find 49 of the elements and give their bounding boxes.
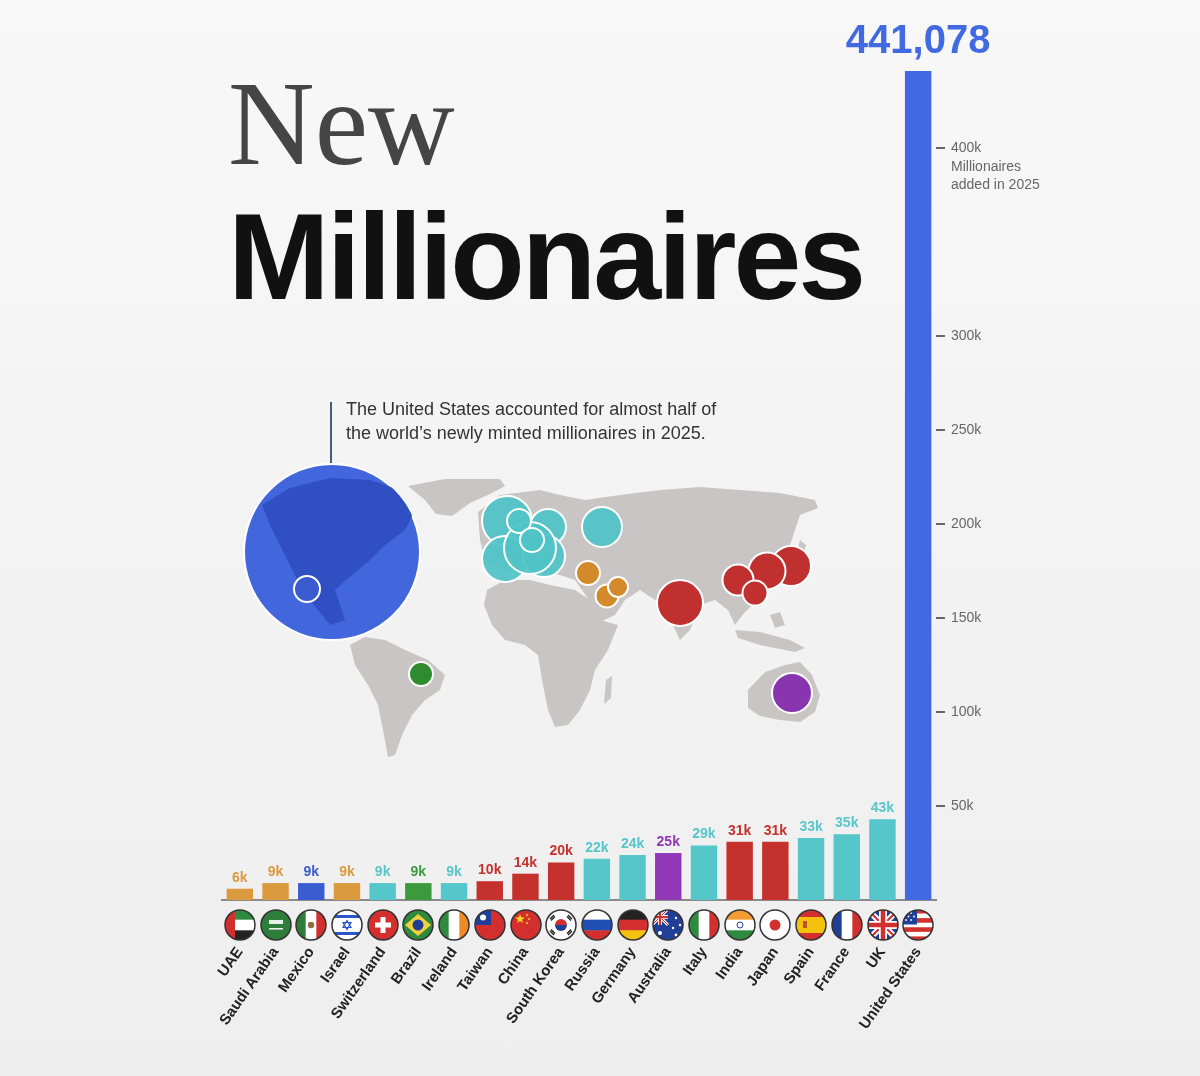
bar	[262, 883, 289, 900]
y-tick-label: 150k	[951, 608, 983, 625]
data-label: 31k	[763, 821, 788, 838]
bar	[869, 819, 896, 900]
data-label: 35k	[835, 814, 859, 831]
data-label: 25k	[656, 833, 681, 850]
bar	[298, 883, 325, 900]
bar	[583, 858, 611, 900]
data-label: 33k	[799, 817, 823, 834]
data-label: 9k	[374, 863, 391, 880]
y-tick-label: 300k	[951, 327, 983, 344]
bar	[440, 883, 468, 900]
data-label: 31k	[727, 821, 752, 838]
bar	[333, 883, 361, 900]
y-tick-label: 50k	[951, 796, 975, 813]
data-label: 10k	[478, 861, 502, 878]
bar	[833, 834, 860, 900]
data-label: 9k	[267, 863, 284, 880]
bar	[904, 71, 932, 900]
data-label: 9k	[303, 863, 320, 880]
bar	[226, 888, 254, 900]
data-label: 9k	[410, 863, 427, 880]
bar	[797, 837, 825, 900]
bar	[762, 841, 789, 900]
bar	[405, 883, 432, 900]
y-tick-label: 100k	[951, 702, 983, 719]
data-label: 24k	[620, 834, 645, 851]
data-label: 43k	[870, 799, 895, 816]
bar	[369, 883, 396, 900]
bar	[655, 853, 682, 900]
y-tick-label: 200k	[951, 514, 983, 531]
bar	[619, 854, 646, 900]
y-tick-label: 250k	[951, 420, 983, 437]
data-label: 9k	[339, 863, 355, 880]
bar	[690, 845, 718, 900]
bar	[476, 881, 503, 900]
data-label: 20k	[549, 842, 574, 859]
data-label: 29k	[692, 825, 716, 842]
bar	[726, 841, 753, 900]
data-label: 6k	[232, 868, 248, 885]
y-axis-title: Millionaires added in 2025	[951, 157, 1041, 194]
y-tick-label: 400k	[951, 139, 983, 156]
data-label: 22k	[585, 838, 609, 855]
data-label: 9k	[446, 863, 463, 880]
data-label: 14k	[513, 853, 538, 870]
annotation: The United States accounted for almost half of the world’s newly minted millionaires in 2025.	[346, 398, 718, 445]
x-tick-label: UK	[861, 943, 889, 971]
bar	[547, 862, 575, 900]
bar	[512, 873, 539, 900]
